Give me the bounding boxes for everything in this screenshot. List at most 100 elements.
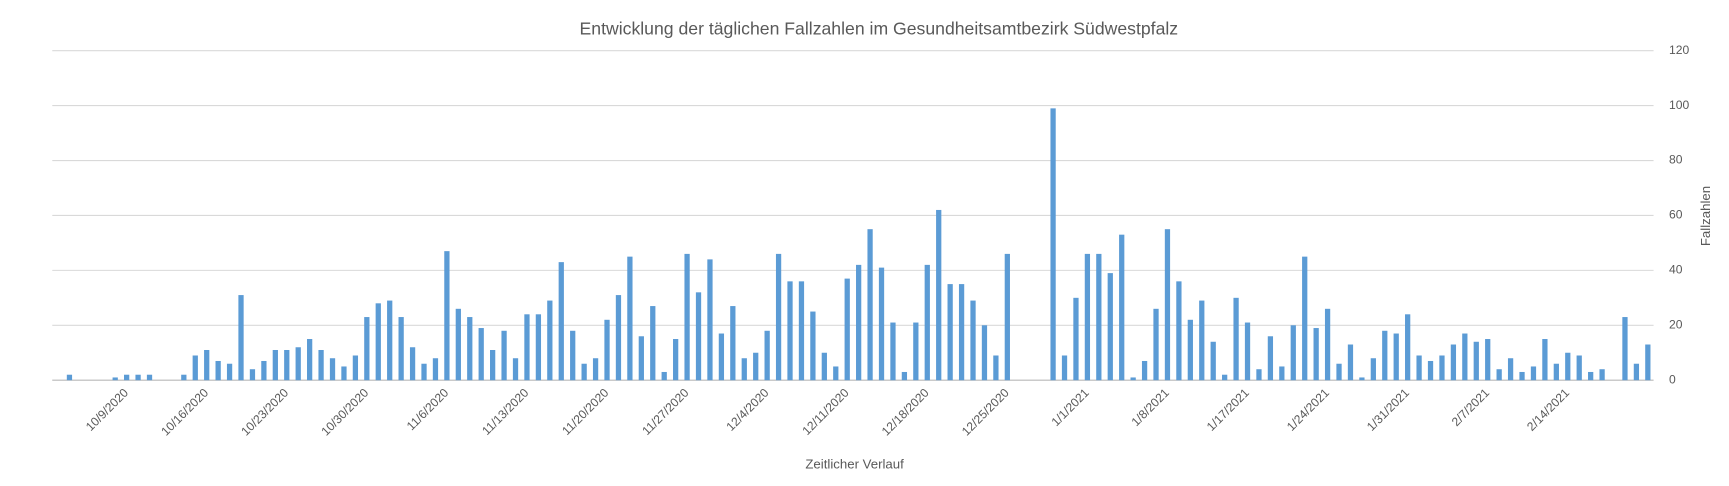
- bar: [124, 374, 130, 381]
- bar: [936, 209, 942, 381]
- bar: [958, 284, 965, 381]
- bar: [1187, 319, 1193, 381]
- bar: [684, 253, 690, 381]
- bar: [1244, 322, 1251, 381]
- bar: [592, 358, 599, 381]
- bar: [981, 325, 988, 381]
- bar: [1427, 360, 1434, 381]
- bar: [284, 349, 290, 381]
- bar: [695, 292, 702, 381]
- bar: [204, 349, 210, 381]
- bar: [261, 360, 267, 381]
- bar: [867, 229, 873, 381]
- bar: [364, 317, 370, 381]
- bar: [1324, 308, 1331, 381]
- bar: [1462, 333, 1468, 381]
- bar: [1382, 330, 1388, 381]
- bar: [901, 371, 908, 381]
- bar: [1553, 363, 1559, 381]
- bar: [718, 333, 725, 381]
- bar: [295, 347, 301, 381]
- bar: [146, 374, 153, 381]
- bar: [1496, 369, 1502, 381]
- bar: [512, 358, 519, 381]
- bar: [1130, 377, 1136, 381]
- bar: [1061, 355, 1068, 381]
- bar: [787, 281, 793, 381]
- bar: [993, 355, 999, 381]
- bar: [307, 339, 313, 381]
- bar: [650, 306, 656, 381]
- bar: [1507, 358, 1514, 381]
- bar: [1153, 308, 1159, 381]
- bar: [1199, 300, 1205, 381]
- bar: [970, 300, 976, 381]
- bar: [558, 262, 564, 381]
- bar: [1485, 339, 1491, 381]
- bar: [1279, 366, 1285, 381]
- bar: [329, 358, 336, 381]
- bar: [570, 330, 576, 381]
- bar: [798, 281, 805, 381]
- bar: [66, 374, 73, 381]
- y-axis-title: Fallzahlen: [1698, 186, 1713, 246]
- bar: [352, 355, 359, 381]
- bar: [1222, 374, 1228, 381]
- bar: [1119, 234, 1125, 381]
- bar: [1210, 341, 1216, 381]
- bar: [1141, 360, 1148, 381]
- y-tick-label: 80: [1669, 153, 1683, 167]
- bar: [673, 339, 679, 381]
- bar: [707, 259, 713, 381]
- bar: [478, 328, 484, 381]
- bar: [810, 311, 816, 381]
- bar: [1336, 363, 1342, 381]
- bar: [627, 256, 633, 381]
- bar: [1004, 253, 1010, 381]
- bar: [398, 317, 404, 381]
- bar: [1073, 297, 1079, 381]
- bar: [833, 366, 839, 381]
- bar: [501, 330, 507, 381]
- bar: [272, 349, 278, 381]
- bar: [844, 278, 850, 381]
- y-tick-label: 120: [1669, 43, 1689, 57]
- bar: [547, 300, 553, 381]
- bar: [1370, 358, 1376, 381]
- bar: [524, 314, 530, 381]
- bar: [604, 319, 610, 381]
- bar: [1164, 229, 1171, 381]
- bar: [387, 300, 393, 381]
- bar: [1290, 325, 1296, 381]
- x-axis-title: Zeitlicher Verlauf: [805, 457, 904, 472]
- bar: [661, 371, 667, 381]
- bar: [1542, 339, 1548, 381]
- bar: [1084, 253, 1091, 381]
- bar: [467, 317, 473, 381]
- bar: [455, 308, 461, 381]
- bar: [1313, 328, 1319, 381]
- bar: [1347, 344, 1354, 381]
- bar: [181, 374, 187, 381]
- bar: [856, 264, 862, 381]
- bar: [1359, 377, 1365, 381]
- y-tick-label: 60: [1669, 208, 1683, 222]
- bar: [1633, 363, 1640, 381]
- bar: [1267, 336, 1274, 381]
- bar: [1233, 297, 1239, 381]
- bar: [947, 284, 953, 381]
- bar: [215, 360, 221, 381]
- bar: [249, 369, 256, 381]
- bar: [135, 374, 141, 381]
- bar: [1302, 256, 1308, 381]
- bar: [112, 377, 118, 381]
- bar: [444, 251, 450, 381]
- bar: [890, 322, 896, 381]
- bar: [1176, 281, 1182, 381]
- bar: [730, 306, 736, 381]
- bar: [1519, 371, 1525, 381]
- bar: [535, 314, 542, 381]
- bar: [878, 267, 885, 381]
- bar: [1530, 366, 1537, 381]
